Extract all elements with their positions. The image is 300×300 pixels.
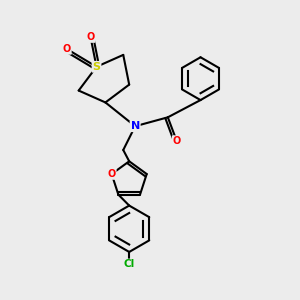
Text: O: O [172,136,181,146]
Text: S: S [92,62,101,72]
Text: Cl: Cl [124,260,135,269]
Text: O: O [86,32,95,42]
Text: N: N [130,121,140,131]
Text: O: O [63,44,71,54]
Text: O: O [107,169,116,179]
